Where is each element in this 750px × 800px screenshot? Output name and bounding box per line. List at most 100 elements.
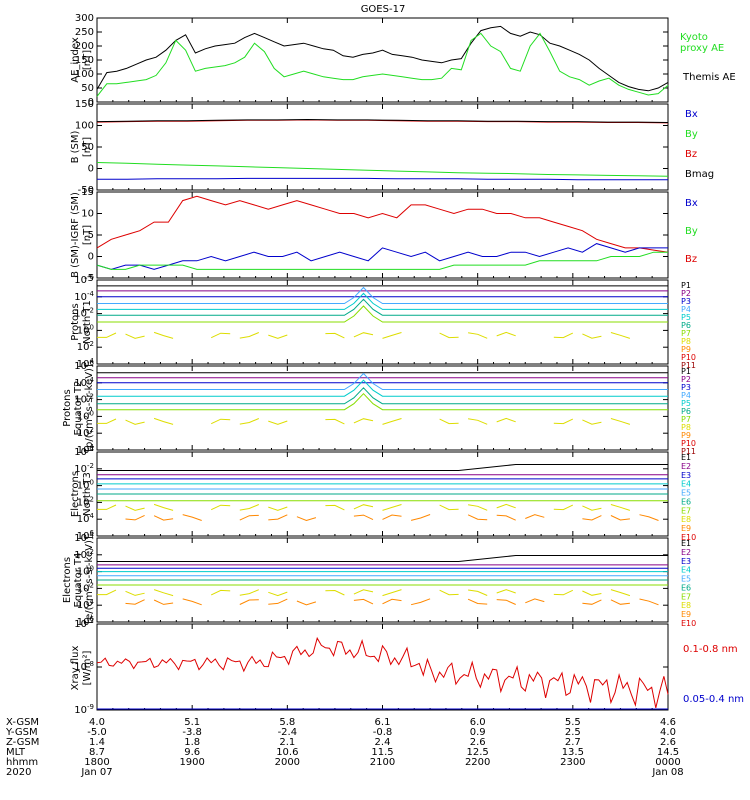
- legend-e6: E6: [681, 583, 691, 592]
- xaxis-value: 2.6: [470, 737, 486, 748]
- flux-channel-8-segment: [382, 332, 402, 339]
- flux-channel-8-segment: [97, 504, 117, 510]
- flux-channel-9-segment: [268, 514, 288, 521]
- legend-e7: E7: [681, 506, 691, 515]
- y-tick-label: 10: [81, 209, 94, 220]
- xaxis-row-label: hhmm: [6, 757, 38, 768]
- xaxis-value: 6.0: [470, 717, 486, 728]
- y-tick-label: 10-7: [74, 617, 94, 630]
- flux-channel-8-segment: [553, 504, 574, 511]
- y-axis-label: Electrons: [62, 557, 73, 603]
- y-tick-label: 150: [75, 99, 94, 110]
- flux-channel-1: [97, 464, 668, 471]
- y-tick-exponent: 4: [90, 512, 95, 520]
- legend-p6: P6: [681, 407, 691, 416]
- series-bmag: [96, 118, 669, 123]
- xaxis-value: 1.4: [89, 737, 105, 748]
- y-tick-label: 10-6: [74, 273, 94, 286]
- flux-channel-8-segment: [125, 419, 145, 425]
- legend-p4: P4: [681, 391, 691, 400]
- xaxis-value: 2.4: [375, 737, 391, 748]
- flux-channel-9-segment: [239, 514, 259, 521]
- y-tick-label: 0: [88, 164, 94, 175]
- y-axis-label: Electrons: [70, 471, 81, 517]
- flux-channel-8-segment: [97, 589, 117, 596]
- xaxis-value: 5.5: [565, 717, 581, 728]
- legend-p5: P5: [681, 313, 691, 322]
- xaxis-value: -2.4: [278, 727, 298, 738]
- y-axis-label: Protons: [70, 303, 81, 340]
- y-tick-exponent: 0: [90, 479, 94, 487]
- flux-channel-9-segment: [410, 514, 431, 521]
- flux-channel-8-segment: [582, 590, 602, 596]
- flux-channel-8-segment: [153, 417, 174, 425]
- legend-e1: E1: [681, 539, 691, 548]
- y-tick-label: 15: [81, 187, 94, 198]
- flux-channel-9-segment: [182, 514, 202, 521]
- xaxis-value: 11.5: [371, 747, 393, 758]
- y-tick-exponent: 0: [90, 323, 94, 331]
- legend-p1: P1: [681, 281, 691, 290]
- series-by: [96, 162, 669, 177]
- y-tick-exponent: -9: [87, 703, 94, 711]
- flux-channel-8-segment: [268, 591, 288, 597]
- y-tick-label: 0: [88, 252, 94, 263]
- flux-channel-9-segment: [582, 515, 602, 521]
- y-tick-exponent: -2: [87, 393, 94, 401]
- y-axis-label: [nT]: [82, 50, 93, 70]
- y-tick-label: 250: [75, 27, 94, 38]
- series-themis-ae: [96, 25, 669, 92]
- series-dbx: [96, 243, 668, 270]
- flux-channel-8-segment: [97, 332, 117, 338]
- flux-channel-8-segment: [382, 418, 402, 425]
- y-tick-label: 200: [75, 41, 94, 52]
- flux-channel-8-segment: [468, 589, 488, 596]
- flux-channel-8-segment: [268, 334, 288, 339]
- flux-channel-8-segment: [353, 332, 374, 338]
- legend-p11: P11: [681, 447, 696, 456]
- xaxis-value: Jan 07: [80, 767, 112, 778]
- flux-channel-8-segment: [153, 331, 174, 339]
- flux-channel-8-segment: [553, 418, 574, 425]
- flux-channel-8-segment: [353, 504, 374, 510]
- y-axis-label: [W/m²]: [82, 650, 93, 685]
- legend-e3: E3: [681, 471, 691, 480]
- flux-channel-9-segment: [153, 515, 174, 521]
- flux-channel-4: [97, 372, 668, 390]
- flux-channel-8-segment: [582, 419, 602, 425]
- flux-channel-9-segment: [268, 598, 288, 605]
- flux-channel-8-segment: [582, 333, 602, 339]
- flux-channel-8-segment: [153, 503, 174, 511]
- xaxis-value: 2000: [275, 757, 300, 768]
- flux-channel-9-segment: [639, 514, 659, 521]
- xaxis-value: 8.7: [89, 747, 105, 758]
- legend-e6: E6: [681, 497, 691, 506]
- y-axis-label: Equator T2: [73, 381, 84, 436]
- flux-channel-8-segment: [97, 418, 117, 424]
- flux-channel-8-segment: [210, 504, 231, 511]
- xaxis-value: 0000: [655, 757, 680, 768]
- y-axis-label: [e/(cm²-s-sr-keV)]: [84, 536, 95, 624]
- flux-channel-9-segment: [496, 514, 516, 521]
- flux-channel-4: [97, 286, 668, 304]
- flux-channel-8-segment: [496, 331, 516, 337]
- flux-channel-8-segment: [496, 503, 516, 509]
- y-tick-label: 150: [75, 55, 94, 66]
- xaxis-value: -5.0: [87, 727, 107, 738]
- y-axis-label: AE_index: [70, 37, 81, 83]
- y-tick-exponent: -6: [87, 273, 95, 281]
- y-axis-label: B (SM): [70, 130, 81, 163]
- xaxis-value: 2.1: [279, 737, 295, 748]
- y-tick-label: 50: [81, 142, 94, 153]
- y-axis-label: [p/(cm²-s-sr-keV)]: [84, 364, 95, 452]
- flux-channel-8-segment: [239, 504, 259, 511]
- flux-channel-8-segment: [439, 418, 459, 425]
- y-axis-label: [nT]: [82, 225, 93, 245]
- flux-channel-8-segment: [210, 589, 231, 596]
- legend-p8: P8: [681, 337, 691, 346]
- plot-title: GOES-17: [361, 4, 406, 15]
- xaxis-value: 5.8: [279, 717, 295, 728]
- flux-channel-8-segment: [239, 418, 259, 425]
- flux-channel-9-segment: [125, 514, 145, 521]
- xaxis-value: 1800: [84, 757, 109, 768]
